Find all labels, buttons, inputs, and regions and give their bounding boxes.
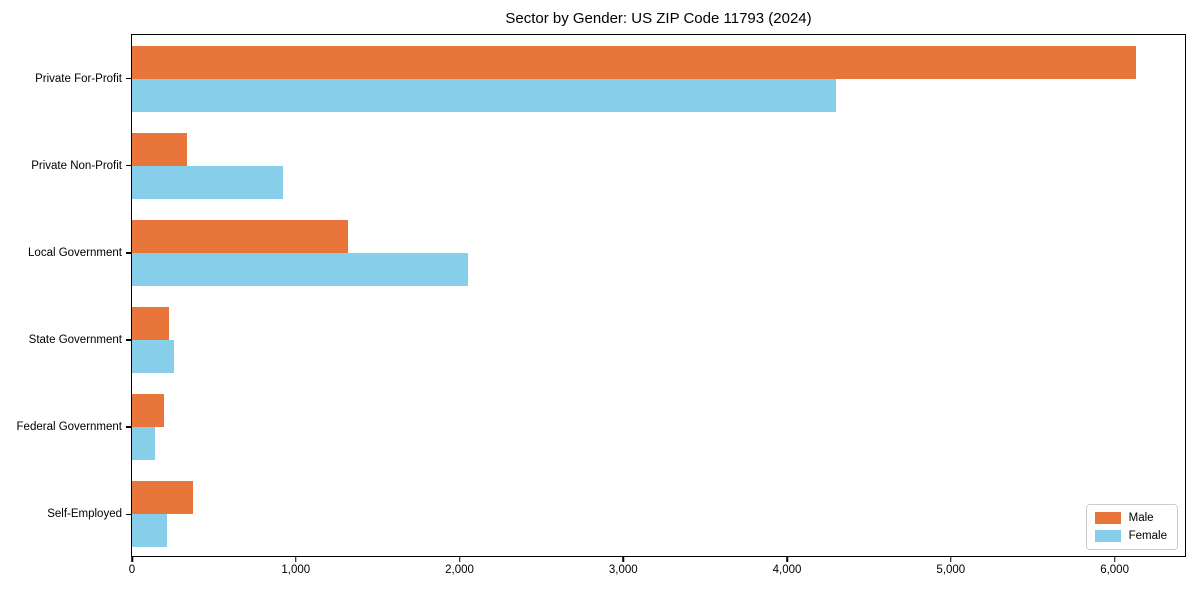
x-tick-label: 3,000 [608, 564, 638, 576]
male-bar [132, 481, 193, 515]
x-axis-tick [622, 556, 625, 562]
bar-row: Federal Government [17, 384, 1185, 471]
x-axis-tick [1113, 556, 1116, 562]
male-bar [132, 132, 187, 166]
y-axis-tick [126, 164, 132, 167]
female-bar [132, 78, 837, 112]
category-label: Self-Employed [47, 508, 122, 521]
female-bar [132, 252, 468, 286]
legend-item: Male [1094, 512, 1167, 524]
x-axis-tick [786, 556, 788, 562]
category-label: Private For-Profit [35, 72, 122, 85]
category-label: Private Non-Profit [31, 159, 122, 172]
male-bar [132, 45, 1136, 79]
x-tick-label: 2,000 [445, 564, 474, 576]
y-axis-tick [126, 339, 132, 341]
plot-area: Private For-Profit Private Non-Profit Loca… [17, 34, 1186, 576]
category-label: State Government [28, 334, 122, 347]
x-tick-label: 0 [128, 564, 136, 576]
x-tick-label: 1,000 [281, 564, 311, 576]
x-axis-tick [950, 556, 952, 562]
x-axis-tick [458, 556, 461, 562]
bar-row: State Government [29, 297, 1185, 384]
legend: Male Female [1085, 504, 1178, 550]
y-axis-tick [126, 252, 132, 254]
x-tick-label: 5,000 [936, 564, 966, 576]
legend-item: Female [1094, 530, 1167, 542]
x-tick-label: 4,000 [772, 564, 802, 576]
male-bar [132, 394, 164, 428]
bar-row: Private Non-Profit [31, 122, 1185, 209]
category-label: Local Government [28, 246, 122, 259]
x-axis-tick [131, 556, 133, 562]
x-tick-label: 6,000 [1100, 564, 1129, 576]
male-legend-swatch [1094, 512, 1121, 524]
female-bar [132, 165, 283, 199]
bar-row: Self-Employed [47, 471, 1185, 558]
category-label: Federal Government [16, 421, 122, 434]
legend-label: Female [1128, 530, 1167, 542]
bar-row: Local Government [28, 209, 1185, 296]
y-axis-tick [126, 77, 132, 80]
chart-title: Sector by Gender: US ZIP Code 11793 (202… [505, 10, 812, 27]
y-axis-tick [126, 513, 132, 516]
y-axis-tick [126, 426, 132, 428]
female-legend-swatch [1094, 530, 1121, 542]
female-bar [132, 340, 174, 374]
female-bar [132, 514, 168, 548]
legend-label: Male [1128, 512, 1154, 524]
male-bar [132, 219, 349, 253]
male-bar [132, 307, 169, 341]
bar-row: Private For-Profit [35, 35, 1185, 122]
female-bar [132, 427, 155, 461]
x-axis-tick [295, 556, 297, 562]
